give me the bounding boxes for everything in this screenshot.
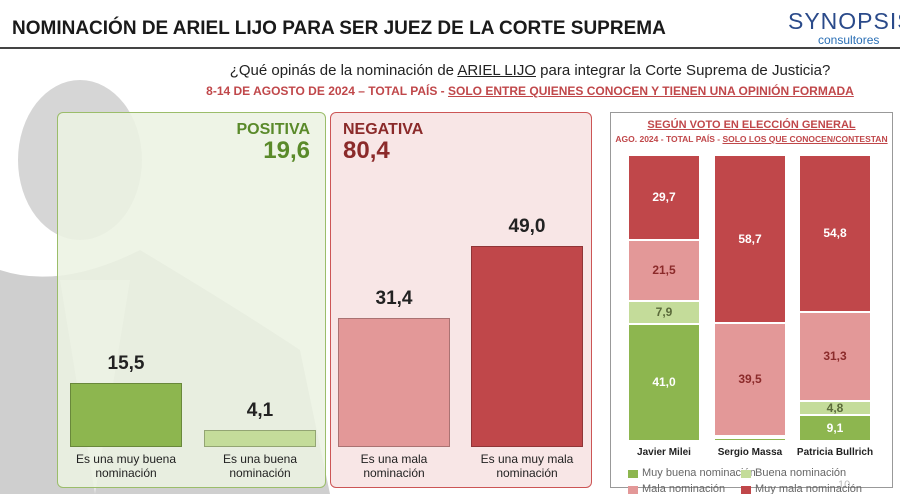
- page-number: 10: [838, 479, 851, 491]
- header-rule: [0, 47, 900, 49]
- category-label: Javier Milei: [637, 447, 691, 458]
- panel-total: 80,4: [343, 137, 390, 164]
- stack-segment: [628, 301, 700, 324]
- bar: [471, 246, 583, 447]
- logo-sub: consultores: [818, 33, 880, 47]
- panel-title: POSITIVA: [236, 121, 311, 138]
- category-label: Patricia Bullrich: [796, 447, 874, 458]
- legend-swatch: [628, 486, 638, 494]
- category-label: Es una muy mala nominación: [480, 452, 574, 480]
- value-label: 49,0: [508, 216, 546, 238]
- segment-label: 41,0: [652, 375, 676, 390]
- segment-label: 39,5: [738, 372, 762, 387]
- vote-subtitle-text: AGO. 2024 - TOTAL PAÍS -: [615, 134, 723, 144]
- question-text: para integrar la Corte Suprema de Justic…: [535, 62, 831, 79]
- legend-label: Buena nominación: [755, 467, 847, 479]
- value-label: 15,5: [107, 353, 145, 375]
- logo: SYNOPSIS: [788, 8, 900, 34]
- stack-segment: [714, 435, 786, 439]
- legend-label: Mala nominación: [642, 483, 726, 494]
- bar: [338, 318, 450, 447]
- panel-total: 19,6: [263, 137, 310, 164]
- segment-label: 21,5: [652, 263, 676, 278]
- stack-segment: [799, 414, 871, 441]
- stack-segment: [714, 155, 786, 323]
- stack-segment: [628, 323, 700, 441]
- subtitle: 8-14 DE AGOSTO DE 2024 – TOTAL PAÍS - SO…: [160, 84, 900, 98]
- question: ¿Qué opinás de la nominación de ARIEL LI…: [160, 62, 900, 79]
- segment-label: 4,8: [826, 401, 844, 416]
- subtitle-note: SOLO ENTRE QUIENES CONOCEN Y TIENEN UNA …: [448, 84, 854, 98]
- category-label: Es una muy buena nominación: [75, 452, 177, 480]
- stack-segment: [799, 155, 871, 312]
- value-label: 31,4: [375, 288, 413, 310]
- stack-segment: [628, 239, 700, 302]
- category-label: Sergio Massa: [717, 447, 783, 458]
- question-text: ¿Qué opinás de la nominación de: [229, 62, 458, 79]
- stack-segment: [628, 154, 700, 240]
- main-title: NOMINACIÓN DE ARIEL LIJO PARA SER JUEZ D…: [12, 18, 666, 39]
- segment-label: 54,8: [823, 226, 847, 241]
- stack-segment: [799, 401, 871, 415]
- panel-title: NEGATIVA: [343, 121, 424, 138]
- legend-label: Muy buena nominación: [642, 467, 756, 479]
- segment-label: 58,7: [738, 231, 762, 246]
- stack-segment: [714, 322, 786, 436]
- vote-subtitle: AGO. 2024 - TOTAL PAÍS - SOLO LOS QUE CO…: [610, 134, 893, 144]
- stack-segment: [799, 311, 871, 402]
- subtitle-text: 8-14 DE AGOSTO DE 2024 – TOTAL PAÍS -: [206, 84, 449, 98]
- category-label: Es una buena nominación: [222, 452, 298, 480]
- bar: [70, 383, 182, 447]
- stack-segment: [714, 438, 786, 441]
- category-label: Es una mala nominación: [360, 452, 428, 480]
- vote-subtitle-text: SOLO LOS QUE CONOCEN/CONTESTAN: [722, 134, 888, 144]
- legend-swatch: [741, 486, 751, 494]
- segment-label: 31,3: [823, 349, 847, 364]
- segment-label: 7,9: [655, 305, 673, 320]
- legend-label: Muy mala nominación: [755, 483, 862, 494]
- legend-swatch: [628, 470, 638, 478]
- question-name: ARIEL LIJO: [457, 62, 536, 79]
- value-label: 4,1: [246, 400, 274, 422]
- segment-label: 9,1: [826, 420, 844, 435]
- bar: [204, 430, 316, 447]
- segment-label: 29,7: [652, 190, 676, 205]
- vote-title: SEGÚN VOTO EN ELECCIÓN GENERAL: [647, 119, 856, 131]
- legend-swatch: [741, 470, 751, 478]
